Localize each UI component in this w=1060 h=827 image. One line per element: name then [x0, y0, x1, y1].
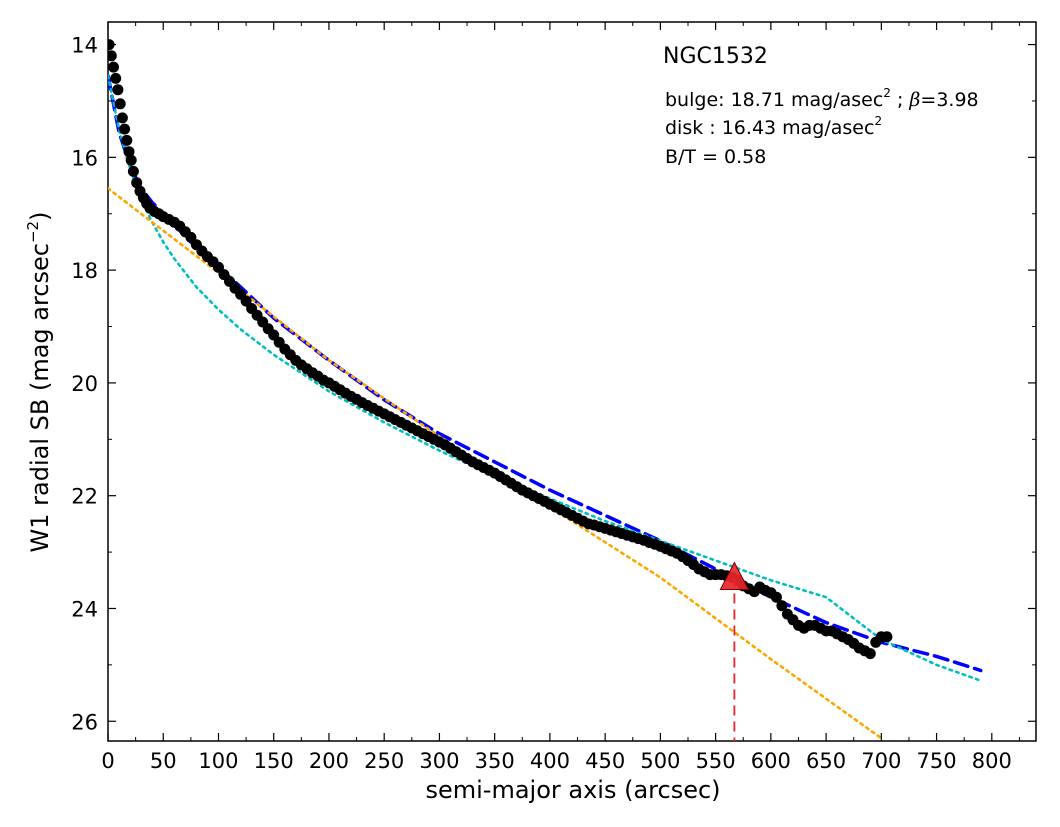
- data-point: [864, 648, 876, 660]
- x-tick-label: 0: [101, 749, 114, 773]
- data-point: [114, 98, 126, 110]
- data-point: [110, 72, 122, 84]
- x-tick-label: 50: [150, 749, 177, 773]
- y-tick-label: 20: [71, 372, 98, 396]
- data-point: [119, 123, 131, 135]
- data-point: [776, 600, 788, 612]
- plot-frame: [107, 21, 1037, 742]
- x-tick-label: 450: [585, 749, 625, 773]
- x-tick-label: 500: [640, 749, 680, 773]
- data-point: [123, 146, 135, 158]
- x-tick-label: 650: [806, 749, 846, 773]
- x-tick-label: 350: [475, 749, 515, 773]
- x-axis-label: semi-major axis (arcsec): [425, 776, 720, 804]
- x-tick-label: 700: [861, 749, 901, 773]
- data-point: [127, 165, 139, 177]
- y-tick-label: 26: [71, 710, 98, 734]
- y-tick-label: 16: [71, 146, 98, 170]
- data-point: [131, 177, 143, 189]
- data-points: [108, 39, 893, 660]
- data-point: [108, 61, 119, 73]
- data-point: [116, 112, 128, 124]
- y-axis-label: W1 radial SB (mag arcsec−2): [24, 212, 54, 553]
- curve-total-model: [108, 73, 983, 673]
- data-point: [112, 84, 124, 96]
- data-point: [121, 134, 133, 146]
- axis-ticks: 0 50 100 150 200 250 300 350 400 450 500 550 600 650 7…: [71, 22, 1036, 773]
- data-point: [125, 154, 137, 166]
- radius-marker-triangle: [719, 561, 750, 590]
- x-tick-label: 100: [198, 749, 238, 773]
- x-tick-label: 550: [696, 749, 736, 773]
- y-tick-label: 18: [71, 259, 98, 283]
- x-tick-label: 300: [419, 749, 459, 773]
- x-tick-label: 800: [972, 749, 1012, 773]
- bulge-annotation: bulge: 18.71 mag/asec2 ; β=3.98: [665, 86, 979, 111]
- bt-ratio-annotation: B/T = 0.58: [665, 146, 766, 168]
- x-tick-label: 400: [530, 749, 570, 773]
- disk-annotation: disk : 16.43 mag/asec2: [665, 114, 882, 139]
- x-tick-label: 600: [751, 749, 791, 773]
- galaxy-name: NGC1532: [663, 44, 768, 69]
- y-tick-label: 24: [71, 597, 98, 621]
- data-point: [108, 50, 117, 62]
- x-tick-label: 150: [254, 749, 294, 773]
- data-point: [770, 591, 782, 603]
- curve-bulge-component: [108, 74, 983, 682]
- x-tick-label: 750: [917, 749, 957, 773]
- x-tick-label: 200: [309, 749, 349, 773]
- y-tick-label: 14: [71, 34, 98, 58]
- x-tick-label: 250: [364, 749, 404, 773]
- marker-layer: [719, 561, 750, 741]
- data-point: [881, 631, 893, 643]
- y-tick-label: 22: [71, 485, 98, 509]
